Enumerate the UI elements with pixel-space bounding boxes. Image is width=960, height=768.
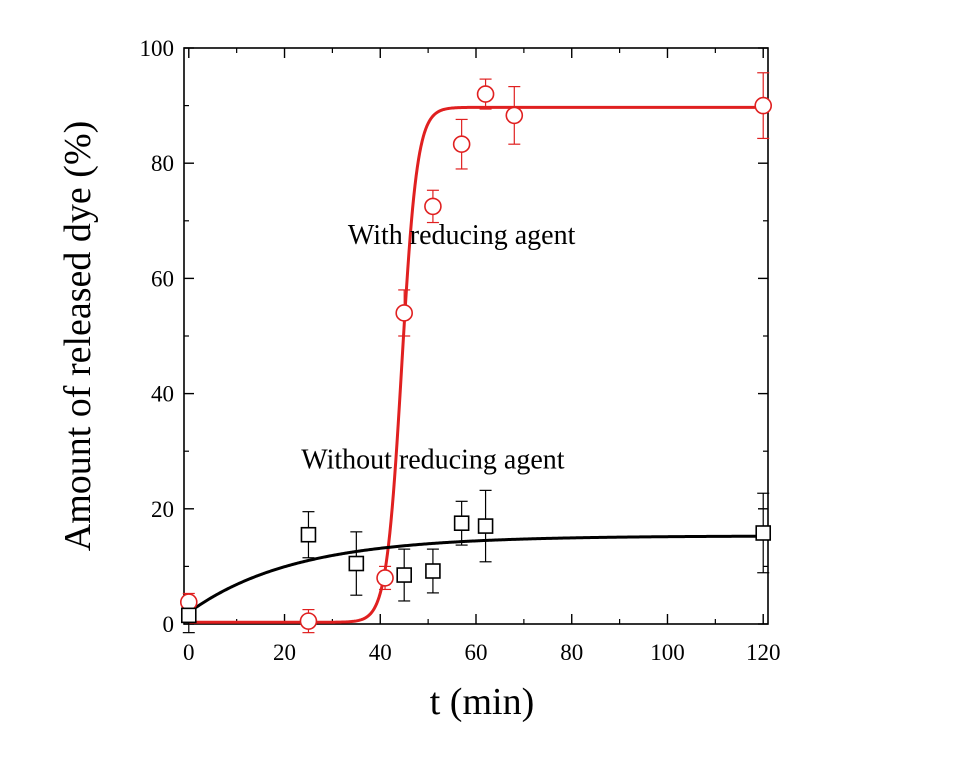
x-tick-label: 20	[273, 640, 296, 665]
data-point-circle	[376, 569, 394, 587]
annotation-with-agent: With reducing agent	[348, 220, 576, 251]
data-point-circle	[754, 96, 773, 115]
data-point-square	[477, 518, 494, 534]
y-tick-label: 100	[140, 36, 175, 61]
data-point-square	[425, 563, 441, 579]
x-tick-label: 0	[183, 640, 195, 665]
x-tick-label: 80	[560, 640, 583, 665]
data-point-square	[300, 526, 317, 543]
x-tick-label: 60	[465, 640, 488, 665]
y-tick-label: 40	[151, 382, 174, 407]
data-point-circle	[299, 612, 318, 630]
axis-ticks	[184, 47, 768, 625]
annotation-without-agent: Without reducing agent	[301, 444, 564, 475]
data-point-circle	[476, 85, 495, 103]
fit-curve-with-agent	[188, 105, 764, 624]
data-markers	[179, 85, 773, 630]
x-tick-label: 120	[746, 640, 781, 665]
y-axis-title: Amount of released dye (%)	[57, 121, 99, 552]
data-point-square	[348, 555, 365, 572]
y-tick-label: 0	[163, 612, 175, 637]
fit-curves	[187, 105, 764, 624]
data-point-circle	[452, 135, 471, 153]
error-bars	[182, 72, 770, 634]
data-point-circle	[505, 106, 524, 125]
y-tick-label: 80	[151, 151, 174, 176]
data-point-square	[453, 515, 470, 532]
y-tick-labels: 0 20 40 60 80 100	[140, 36, 175, 637]
data-point-square	[396, 567, 412, 583]
x-tick-label: 100	[650, 640, 685, 665]
data-point-square	[755, 525, 772, 541]
data-point-circle	[395, 304, 413, 322]
x-axis-title: t (min)	[430, 681, 534, 723]
y-tick-label: 20	[151, 497, 174, 522]
data-point-square	[180, 607, 197, 624]
y-tick-label: 60	[151, 266, 174, 291]
x-tick-label: 40	[369, 640, 392, 665]
x-tick-labels: 0 20 40 60 80 100 120	[183, 640, 780, 665]
data-point-circle	[424, 197, 442, 216]
annotations: With reducing agent Without reducing agen…	[301, 220, 575, 476]
fit-curve-without-agent	[187, 534, 764, 614]
